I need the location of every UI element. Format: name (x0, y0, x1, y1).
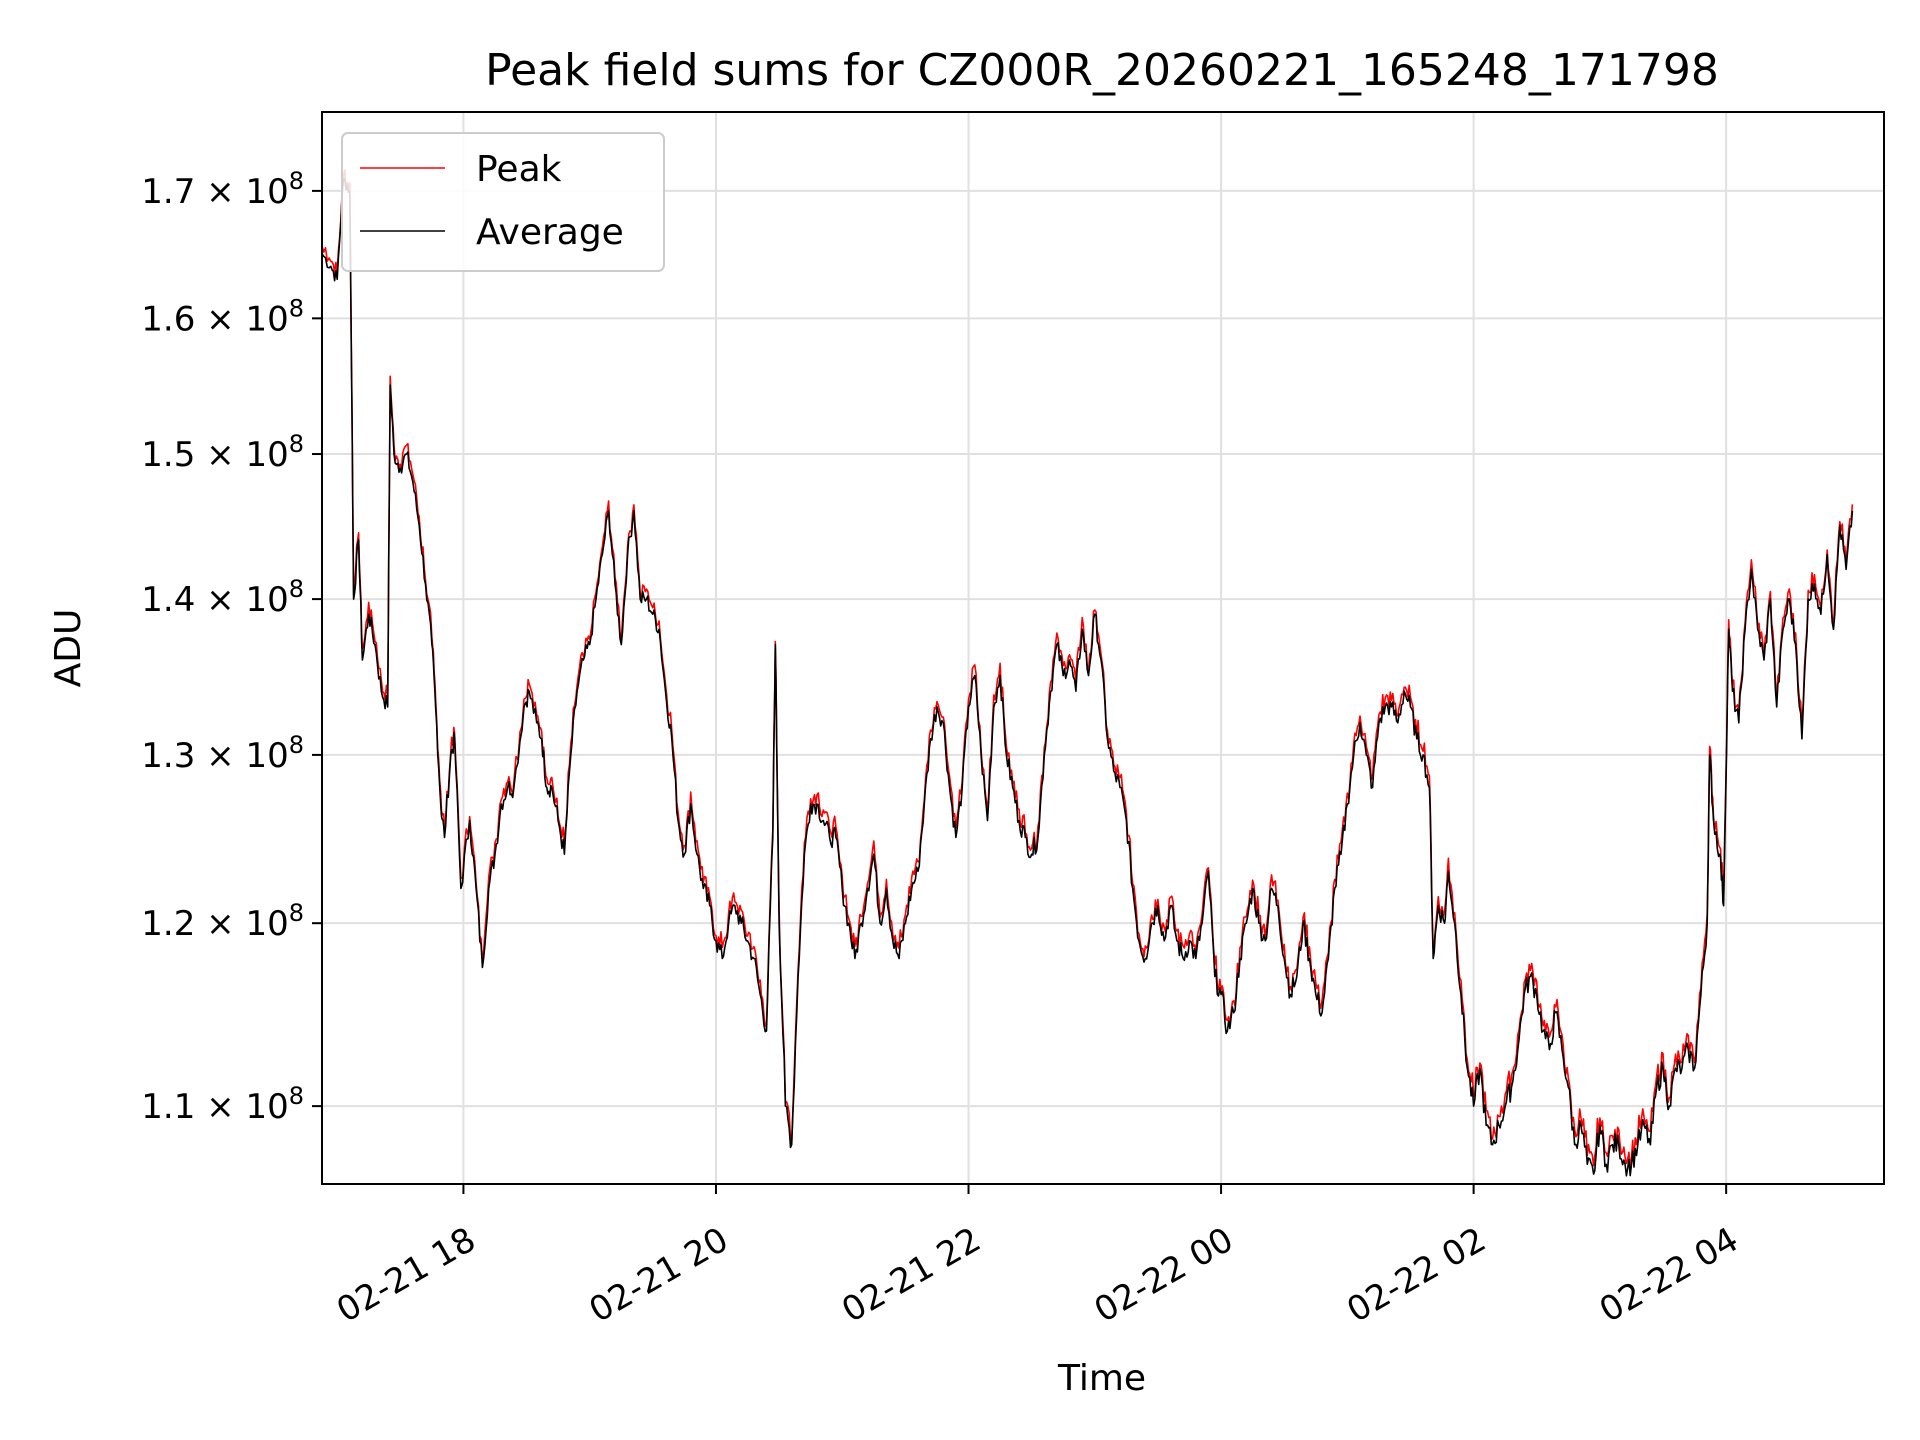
y-tick-label: 1.2 × 108 (141, 899, 304, 944)
plot-frame (321, 111, 1885, 1185)
y-tick-mantissa: 1.2 (141, 904, 195, 944)
y-tick-exponent: 8 (289, 167, 304, 195)
y-tick-exponent: 8 (289, 731, 304, 759)
y-tick-times-ten: × 10 (195, 736, 288, 776)
y-tick-label: 1.6 × 108 (141, 294, 304, 339)
y-tick-exponent: 8 (289, 575, 304, 603)
legend-label-average: Average (476, 212, 624, 253)
y-tick-mantissa: 1.1 (141, 1087, 195, 1127)
y-tick-times-ten: × 10 (195, 904, 288, 944)
y-tick-times-ten: × 10 (195, 580, 288, 620)
y-tick-exponent: 8 (289, 294, 304, 322)
y-tick-mantissa: 1.4 (141, 580, 195, 620)
y-axis-label: ADU (48, 609, 89, 688)
y-tick-label: 1.3 × 108 (141, 731, 304, 776)
legend-label-peak: Peak (476, 149, 562, 190)
y-tick-exponent: 8 (289, 899, 304, 927)
grid-lines (322, 112, 1884, 1184)
y-tick-label: 1.1 × 108 (141, 1082, 304, 1127)
y-tick-times-ten: × 10 (195, 435, 288, 475)
y-tick-label: 1.5 × 108 (141, 430, 304, 475)
y-tick-mantissa: 1.7 (141, 172, 195, 212)
y-tick-exponent: 8 (289, 1082, 304, 1110)
y-tick-times-ten: × 10 (195, 172, 288, 212)
legend: Peak Average (341, 132, 665, 272)
series-layer (321, 169, 1854, 1177)
x-axis-label: Time (1057, 1358, 1146, 1399)
chart-title: Peak field sums for CZ000R_20260221_1652… (485, 45, 1719, 96)
y-tick-exponent: 8 (289, 430, 304, 458)
series-line-average (321, 177, 1854, 1177)
y-tick-label: 1.7 × 108 (141, 167, 304, 212)
y-tick-mantissa: 1.6 (141, 299, 195, 339)
y-tick-mantissa: 1.5 (141, 435, 195, 475)
y-tick-times-ten: × 10 (195, 1087, 288, 1127)
y-tick-label: 1.4 × 108 (141, 575, 304, 620)
y-tick-mantissa: 1.3 (141, 736, 195, 776)
y-tick-times-ten: × 10 (195, 299, 288, 339)
